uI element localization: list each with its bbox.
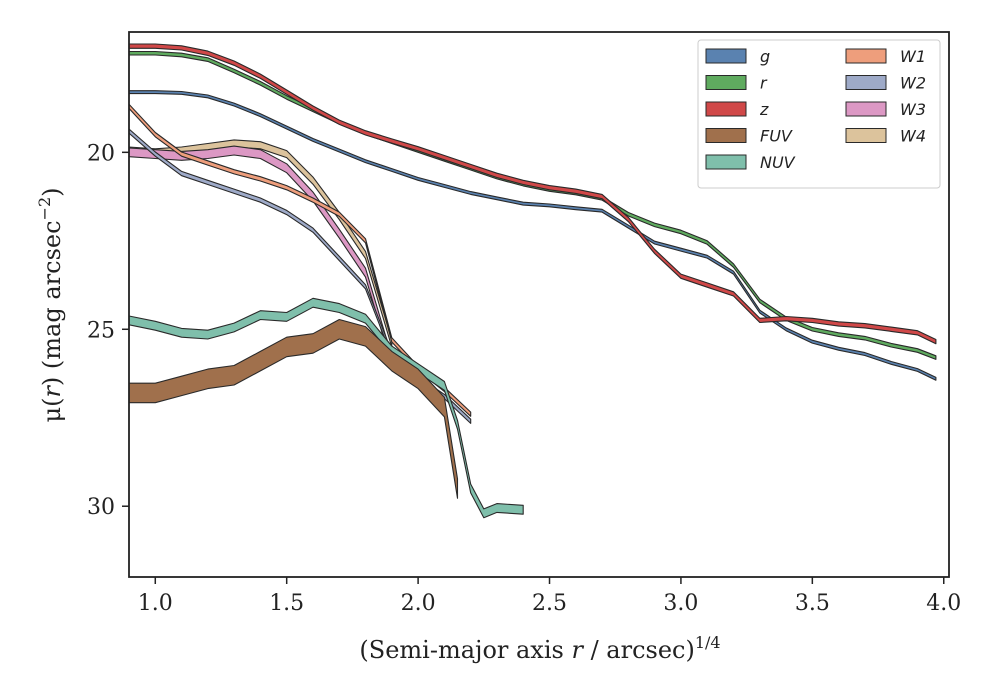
x-tick-label: 1.0 [138,591,173,616]
y-tick-label: 20 [87,141,115,166]
legend-swatch-w2 [845,75,887,90]
y-axis-label: μ(r) (mag arcsec−2) [35,187,66,422]
band-z [129,43,937,345]
x-tick-label: 3.5 [795,591,830,616]
legend-label-g: g [760,47,770,66]
y-tick-label: 25 [87,318,115,343]
x-tick-label: 1.5 [269,591,304,616]
band-w2 [129,128,472,424]
band-g [129,90,937,381]
legend-swatch-nuv [705,154,747,170]
legend-label-w3: W3 [900,100,926,119]
x-tick-label: 2.0 [401,591,436,616]
legend-swatch-r [705,75,747,90]
legend-swatch-w4 [845,128,887,143]
band-fuv [129,318,459,499]
legend-label-z: z [759,100,769,119]
legend-label-fuv: FUV [760,127,793,146]
x-tick-label: 4.0 [926,591,961,616]
x-tick-label: 2.5 [532,591,567,616]
plot-frame [128,31,950,578]
legend-swatch-g [705,48,747,64]
band-nuv [129,297,524,519]
x-axis-label: (Semi-major axis r / arcsec)1/4 [359,633,720,664]
legend-label-nuv: NUV [760,153,796,172]
legend-label-r: r [760,74,768,93]
legend-swatch-w3 [845,101,887,117]
axis-ticks: 1.0 1.5 2.0 2.5 3.0 3.5 4.0 20 25 30 [87,141,961,616]
series-layer [129,43,937,519]
y-tick-label: 30 [87,495,115,520]
legend-label-w2: W2 [900,74,926,93]
legend-swatch-fuv [705,128,747,143]
legend: grz FUV NUV W1 W2 W3 W4 [697,39,941,189]
legend-label-w1: W1 [900,47,926,66]
legend-swatch-z [705,101,747,117]
legend-swatch-w1 [845,48,887,64]
x-tick-label: 3.0 [663,591,698,616]
legend-label-w4: W4 [900,127,926,146]
